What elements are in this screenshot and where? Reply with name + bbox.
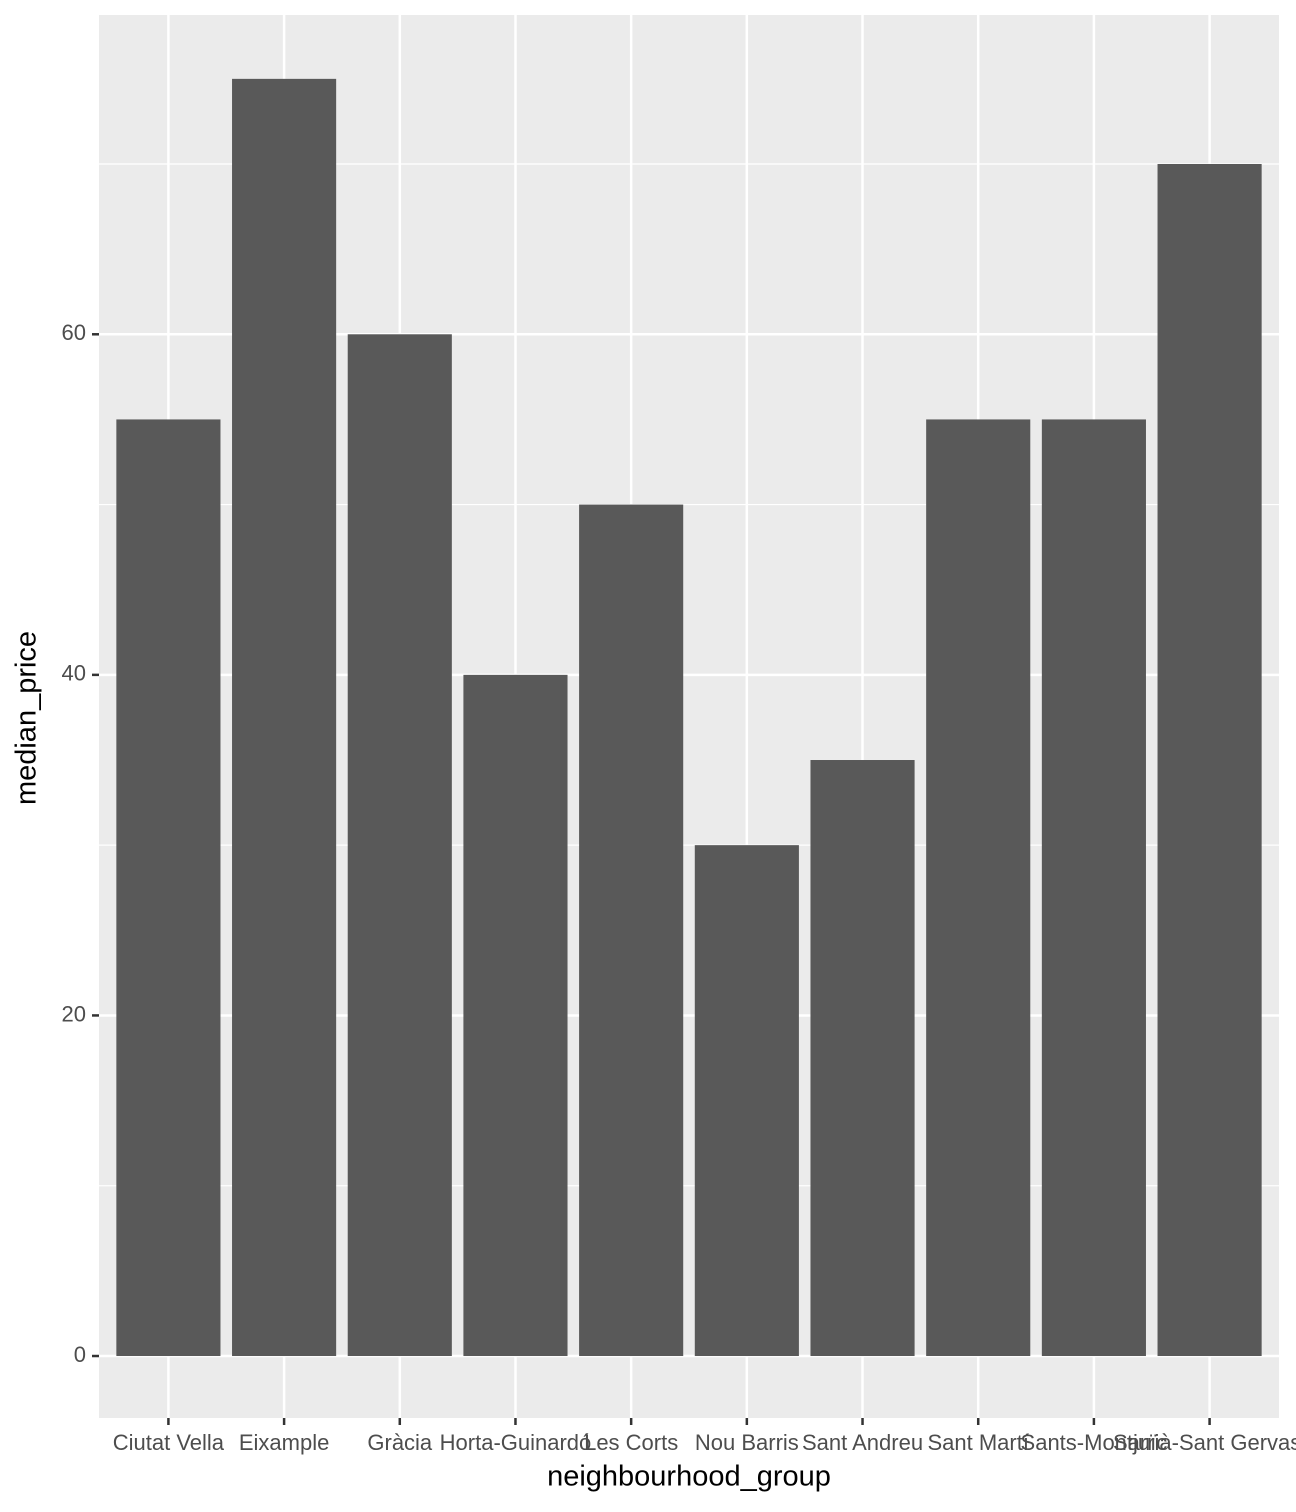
y-tick-label: 60	[62, 320, 86, 345]
x-tick-label: Sant Andreu	[802, 1430, 923, 1455]
bar	[347, 334, 452, 1357]
x-tick-label: Eixample	[239, 1430, 329, 1455]
y-axis-title: median_price	[11, 631, 43, 805]
bar	[1041, 419, 1146, 1357]
y-tick-label: 20	[62, 1001, 86, 1026]
x-tick-label: Ciutat Vella	[113, 1430, 225, 1455]
bar	[810, 760, 915, 1357]
x-tick-label: Sant Martí	[927, 1430, 1028, 1455]
bar	[579, 504, 684, 1357]
x-tick-label: Sarrià-Sant Gervasi	[1113, 1430, 1296, 1455]
bar	[926, 419, 1031, 1357]
axes: 0 20 40 60 Ciutat Vella Eixample Gràcia Horta-G…	[62, 320, 1296, 1455]
x-axis-title: neighbourhood_group	[547, 1461, 831, 1493]
y-tick-label: 40	[62, 661, 86, 686]
x-tick-label: Nou Barris	[695, 1430, 799, 1455]
bar	[463, 674, 568, 1357]
bar	[116, 419, 221, 1357]
bars	[116, 78, 1262, 1357]
x-tick-label: Les Corts	[584, 1430, 678, 1455]
x-tick-label: Sants-Montjuïc	[1021, 1430, 1168, 1455]
x-tick-label: Horta-Guinardó	[440, 1430, 592, 1455]
x-tick-label: Gràcia	[367, 1430, 433, 1455]
bar	[694, 845, 799, 1357]
y-tick-label: 0	[74, 1342, 86, 1367]
bar	[1157, 164, 1262, 1357]
bar	[232, 78, 337, 1357]
